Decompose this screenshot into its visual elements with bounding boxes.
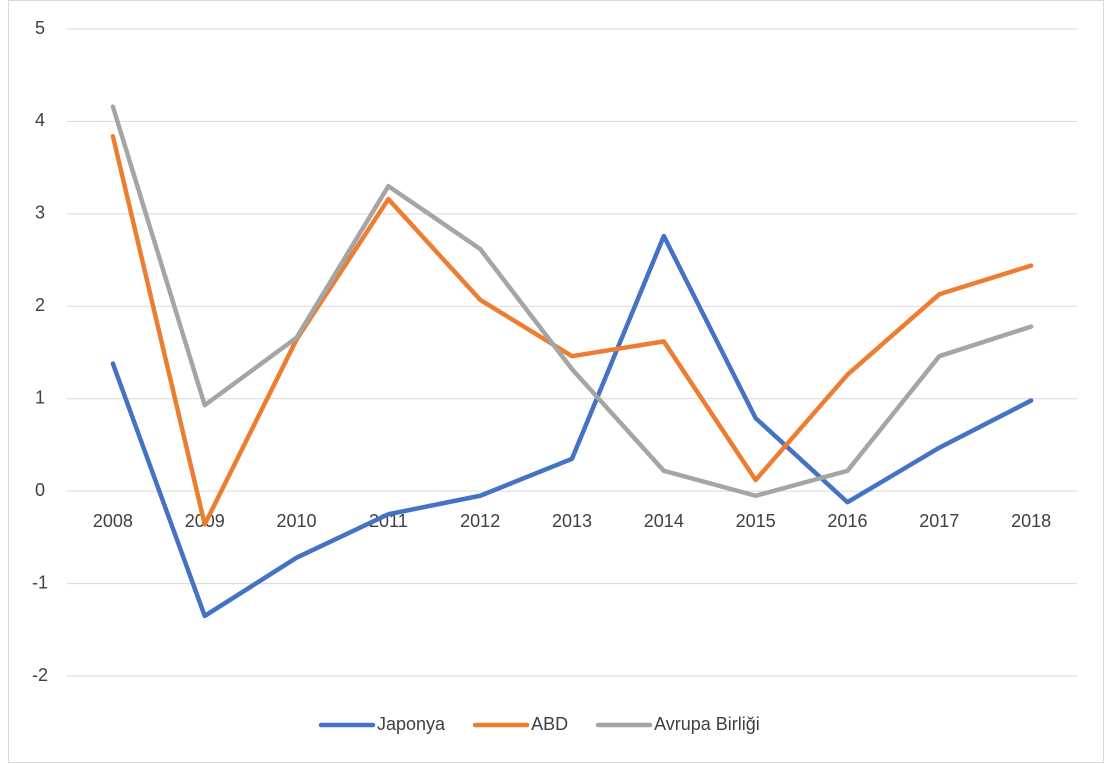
line-series xyxy=(110,133,1034,527)
y-tick-label: -1 xyxy=(32,572,48,592)
y-tick-label: 5 xyxy=(35,18,45,38)
x-tick-label: 2017 xyxy=(919,511,959,531)
x-tick-label: 2010 xyxy=(277,511,317,531)
line-series xyxy=(110,104,1034,499)
line-series xyxy=(110,233,1034,619)
legend-label: Avrupa Birliği xyxy=(654,714,760,734)
x-tick-label: 2014 xyxy=(644,511,684,531)
y-tick-label: 0 xyxy=(35,480,45,500)
legend-label: Japonya xyxy=(377,714,446,734)
legend-label: ABD xyxy=(531,714,568,734)
x-tick-label: 2008 xyxy=(93,511,133,531)
y-tick-label: 4 xyxy=(35,110,45,130)
y-tick-label: 3 xyxy=(35,203,45,223)
x-tick-label: 2015 xyxy=(736,511,776,531)
x-tick-label: 2011 xyxy=(369,511,408,531)
y-tick-label: 2 xyxy=(35,295,45,315)
x-tick-label: 2016 xyxy=(827,511,867,531)
x-tick-label: 2013 xyxy=(552,511,592,531)
y-tick-label: 1 xyxy=(35,387,45,407)
x-tick-label: 2018 xyxy=(1011,511,1051,531)
x-tick-label: 2012 xyxy=(460,511,500,531)
y-tick-label: -2 xyxy=(32,665,48,685)
